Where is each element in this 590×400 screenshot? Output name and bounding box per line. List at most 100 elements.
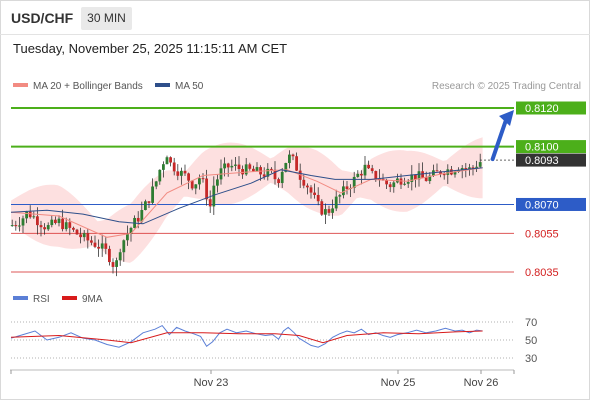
candle-body <box>187 173 190 181</box>
candle-body <box>237 164 241 170</box>
candle-body <box>169 157 172 163</box>
candle-body <box>122 240 126 253</box>
candle-body <box>320 201 324 215</box>
candle-body <box>403 183 406 185</box>
candle-body <box>39 225 43 228</box>
candle-body <box>309 187 313 193</box>
candle-body <box>118 252 122 261</box>
candle-body <box>93 242 97 247</box>
rsi-ma-line <box>10 330 483 344</box>
rsi-tick-label: 50 <box>525 335 537 347</box>
level-label: 0.8100 <box>525 142 559 154</box>
candle-body <box>28 211 32 218</box>
legend-swatch-ma50 <box>155 83 170 87</box>
candle-body <box>190 180 194 189</box>
candle-body <box>86 233 90 241</box>
x-tick-label: Nov 23 <box>194 377 229 389</box>
candle-body <box>241 169 244 175</box>
ma50-line <box>10 167 483 225</box>
candle-body <box>313 192 316 195</box>
candle-body <box>363 164 367 176</box>
legend-swatch-ma20 <box>13 83 28 87</box>
candle-body <box>446 169 450 175</box>
candle-body <box>421 171 424 178</box>
last-price-tag <box>516 153 586 167</box>
candle-body <box>460 168 464 171</box>
candle-body <box>442 174 446 176</box>
candle-body <box>54 219 57 224</box>
candle-body <box>136 217 140 222</box>
candle-body <box>273 169 277 180</box>
candle-body <box>111 262 115 267</box>
candle-body <box>252 168 255 172</box>
candle-body <box>104 243 108 249</box>
candle-body <box>244 164 248 175</box>
level-tag <box>516 101 586 115</box>
rsi-plot: 30 50 70 <box>10 317 537 365</box>
candle-body <box>388 184 392 188</box>
candle-body <box>374 171 378 179</box>
x-tick-label: Nov 25 <box>381 377 416 389</box>
candle-body <box>342 186 345 196</box>
candle-body <box>331 208 334 213</box>
candle-body <box>14 225 18 227</box>
candle-body <box>212 185 216 207</box>
candle-body <box>356 173 360 177</box>
candle-body <box>367 164 370 169</box>
candle-body <box>378 178 381 180</box>
legend-swatch-rsi <box>13 296 28 300</box>
candle-body <box>183 170 187 174</box>
chart-header: USD/CHF 30 MIN <box>0 0 590 35</box>
timeframe-button[interactable]: 30 MIN <box>81 7 132 30</box>
candle-body <box>291 154 295 157</box>
candle-body <box>406 181 410 184</box>
candle-body <box>75 229 79 235</box>
x-tick-label: Nov 26 <box>464 377 499 389</box>
candle-body <box>140 210 144 222</box>
legend-label-9ma: 9MA <box>82 294 103 305</box>
projection-arrowhead <box>499 110 514 126</box>
candle-body <box>223 163 226 169</box>
candle-body <box>21 218 25 226</box>
candle-body <box>435 170 439 172</box>
candle-body <box>32 216 36 218</box>
candle-body <box>64 222 68 230</box>
candle-body <box>399 178 403 185</box>
candle-body <box>176 171 180 176</box>
candle-body <box>205 178 208 200</box>
candle-body <box>82 233 86 238</box>
timestamp: Tuesday, November 25, 2025 11:15:11 AM C… <box>13 41 288 56</box>
candle-body <box>43 227 46 230</box>
candle-body <box>100 243 104 249</box>
rsi-line <box>10 324 483 348</box>
level-tag <box>516 140 586 154</box>
legend-label-ma50: MA 50 <box>175 81 204 92</box>
candle-body <box>280 171 284 184</box>
level-label: 0.8070 <box>525 199 559 211</box>
rsi-tick-label: 70 <box>525 317 537 329</box>
candle-body <box>417 171 421 180</box>
level-tag <box>516 197 586 211</box>
copyright-text: Research © 2025 Trading Central <box>432 81 581 92</box>
projection-arrow <box>490 118 508 162</box>
candle-body <box>18 225 21 227</box>
candle-body <box>72 227 75 230</box>
candle-body <box>230 165 234 168</box>
candle-body <box>151 186 154 203</box>
candle-body <box>25 211 28 219</box>
candle-body <box>162 164 165 170</box>
candle-body <box>288 154 291 164</box>
candle-body <box>97 246 100 249</box>
candle-body <box>126 233 129 241</box>
candle-body <box>471 167 475 169</box>
candle-body <box>478 162 482 167</box>
candle-body <box>216 179 219 186</box>
candle-body <box>255 167 259 172</box>
candle-body <box>154 181 158 187</box>
candle-body <box>334 196 338 209</box>
candle-body <box>144 201 147 211</box>
candle-body <box>428 175 432 182</box>
candle-body <box>360 173 363 176</box>
level-label: 0.8035 <box>525 267 559 279</box>
